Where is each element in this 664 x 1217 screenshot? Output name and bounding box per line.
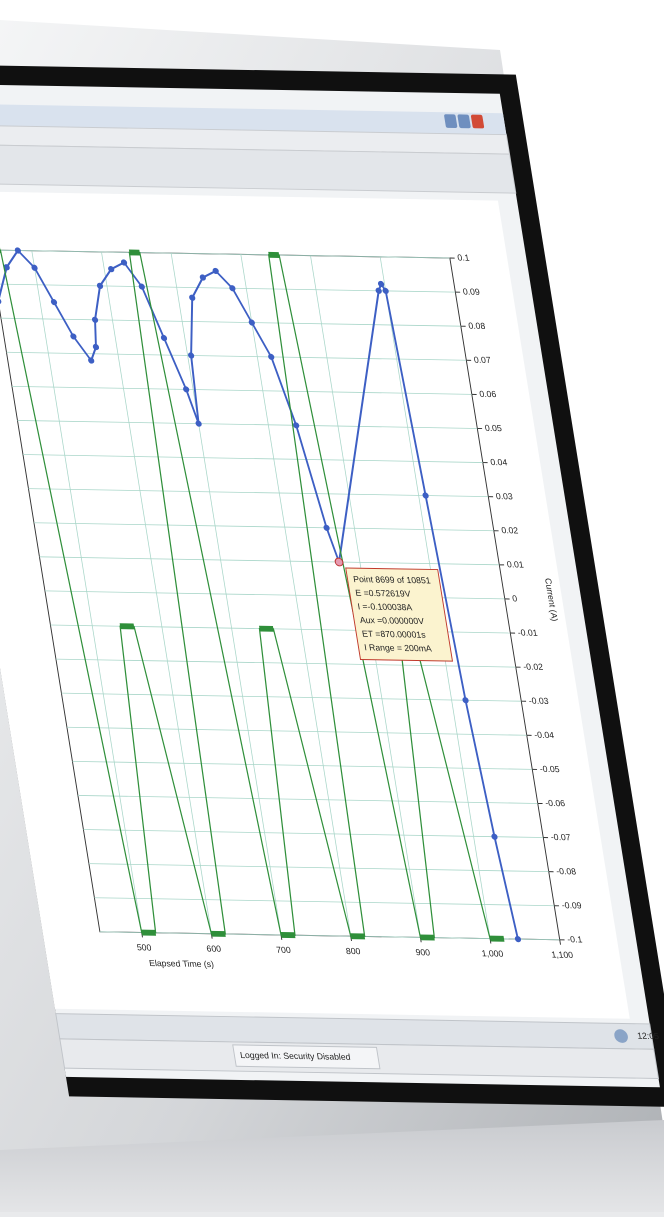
y-tick-label: -0.1 [566, 934, 583, 944]
tooltip-line: I Range = 200mA [363, 642, 432, 653]
y-tick-label: 0.04 [490, 457, 509, 467]
y-tick-label: 0.05 [484, 423, 503, 433]
x-axis-label: Elapsed Time (s) [148, 958, 214, 969]
y-tick-label: -0.03 [528, 696, 549, 706]
x-tick-label: 500 [136, 942, 152, 952]
y-tick-label: 0.06 [479, 389, 498, 399]
y-tick-label: 0.08 [468, 321, 487, 331]
y-tick-label: -0.04 [534, 730, 555, 740]
x-tick-label: 1,000 [481, 948, 504, 958]
x-tick-label: 900 [415, 947, 431, 957]
minimize-button[interactable] [444, 114, 458, 128]
x-tick-label: 700 [275, 945, 291, 955]
maximize-button[interactable] [457, 114, 471, 128]
tooltip-line: E =0.572619V [355, 588, 412, 599]
y-tick-label: 0.03 [495, 491, 514, 501]
y-tick-label: -0.07 [550, 832, 571, 842]
y-tick-label: 0.07 [473, 355, 492, 365]
x-tick-label: 600 [206, 944, 222, 954]
tooltip-line: ET =870.00001s [361, 629, 427, 640]
clock: 12:05 [636, 1031, 659, 1041]
close-button[interactable] [471, 115, 485, 129]
tooltip-line: Aux =0.000000V [359, 615, 425, 626]
tooltip-line: Point 8699 of 10851 [352, 574, 431, 585]
y-tick-label: -0.09 [561, 900, 582, 910]
y-tick-label: -0.08 [555, 866, 576, 876]
x-tick-label: 1,100 [551, 950, 574, 960]
y-tick-label: -0.06 [545, 798, 566, 808]
y-tick-label: -0.05 [539, 764, 560, 774]
tooltip-line: I =-0.100038A [357, 601, 413, 612]
y-tick-label: -0.01 [517, 627, 538, 637]
y-tick-label: -0.02 [523, 662, 544, 672]
y-tick-label: 0.02 [501, 525, 520, 535]
y-tick-label: 0.1 [457, 252, 471, 262]
status-text: Logged In: Security Disabled [239, 1050, 351, 1062]
x-tick-label: 800 [345, 946, 361, 956]
y-tick-label: 0.09 [462, 287, 481, 297]
y-tick-label: 0.01 [506, 559, 525, 569]
